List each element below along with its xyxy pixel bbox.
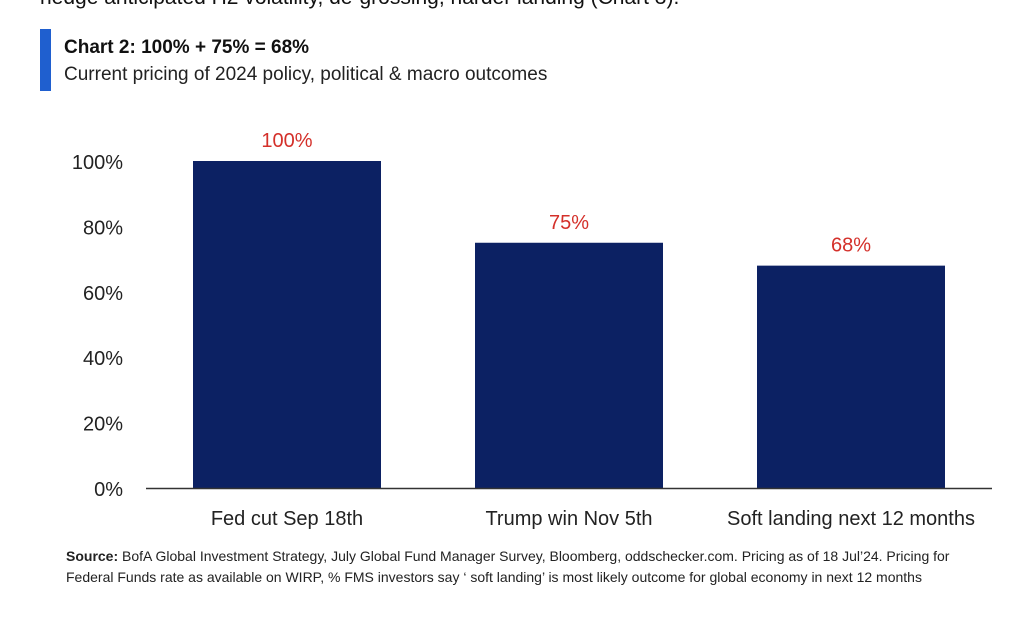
- title-accent-bar: [40, 29, 51, 91]
- y-tick-label: 60%: [83, 283, 123, 305]
- bar-chart: 0% 20% 40% 60% 80% 100% 100% 75% 68% Fed cut Se…: [72, 130, 992, 530]
- x-tick-label: Trump win Nov 5th: [485, 508, 652, 530]
- y-tick-label: 20%: [83, 414, 123, 436]
- bar: [757, 265, 945, 488]
- y-tick-label: 80%: [83, 217, 123, 239]
- bar-value-label: 100%: [261, 130, 312, 152]
- chart-title: Chart 2: 100% + 75% = 68%: [64, 37, 310, 58]
- bar: [475, 242, 663, 488]
- y-axis-ticks: 0% 20% 40% 60% 80% 100%: [72, 152, 123, 501]
- x-axis-labels: Fed cut Sep 18th Trump win Nov 5th Soft la…: [211, 508, 975, 530]
- y-tick-label: 40%: [83, 348, 123, 370]
- chart-subtitle: Current pricing of 2024 policy, politica…: [64, 64, 548, 85]
- source-note: Source: BofA Global Investment Strategy,…: [66, 546, 991, 588]
- bar: [193, 161, 381, 488]
- bar-value-label: 75%: [549, 212, 589, 234]
- y-tick-label: 0%: [94, 479, 123, 501]
- intro-text: hedge anticipated H2 volatility, de-gros…: [40, 0, 679, 10]
- bars: [193, 161, 945, 488]
- data-labels: 100% 75% 68%: [261, 130, 871, 257]
- bar-value-label: 68%: [831, 235, 871, 257]
- y-tick-label: 100%: [72, 152, 123, 174]
- x-tick-label: Soft landing next 12 months: [727, 508, 975, 530]
- source-text: BofA Global Investment Strategy, July Gl…: [66, 548, 950, 585]
- source-label: Source:: [66, 548, 119, 564]
- x-tick-label: Fed cut Sep 18th: [211, 508, 363, 530]
